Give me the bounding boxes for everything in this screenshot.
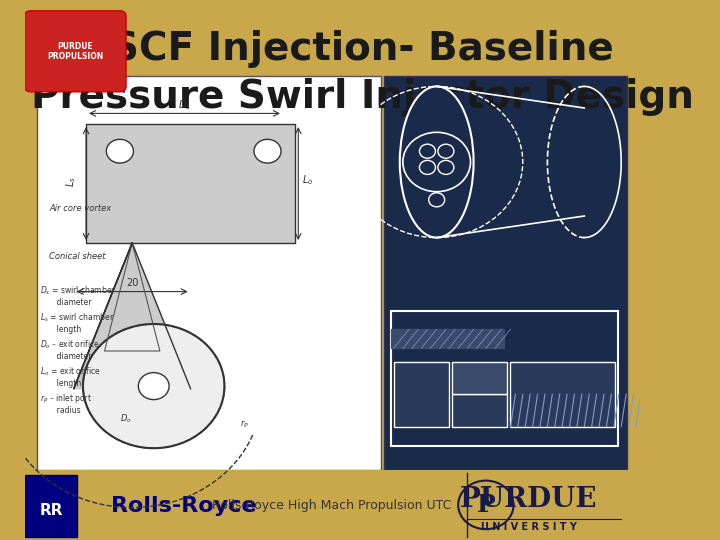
FancyBboxPatch shape bbox=[510, 362, 615, 427]
Text: $D_s$: $D_s$ bbox=[178, 98, 191, 112]
FancyBboxPatch shape bbox=[37, 76, 382, 470]
Circle shape bbox=[138, 373, 169, 400]
Circle shape bbox=[107, 139, 133, 163]
Polygon shape bbox=[390, 329, 504, 348]
Text: $r_P$: $r_P$ bbox=[240, 418, 249, 430]
Circle shape bbox=[420, 160, 436, 174]
Circle shape bbox=[420, 144, 436, 158]
Text: U N I V E R S I T Y: U N I V E R S I T Y bbox=[481, 522, 577, 531]
Text: SCF Injection- Baseline: SCF Injection- Baseline bbox=[112, 30, 614, 68]
FancyBboxPatch shape bbox=[452, 394, 508, 427]
FancyBboxPatch shape bbox=[390, 310, 618, 446]
Text: Pressure Swirl Injector Design: Pressure Swirl Injector Design bbox=[32, 78, 694, 116]
Text: 20: 20 bbox=[126, 278, 138, 288]
Text: RR: RR bbox=[39, 503, 63, 518]
Text: $L_s$ = swirl chamber
       length: $L_s$ = swirl chamber length bbox=[40, 311, 114, 334]
Circle shape bbox=[83, 324, 225, 448]
Circle shape bbox=[254, 139, 281, 163]
FancyBboxPatch shape bbox=[452, 362, 508, 394]
Text: $L_o$ = exit orifice
       length: $L_o$ = exit orifice length bbox=[40, 365, 101, 388]
FancyBboxPatch shape bbox=[24, 11, 126, 92]
Circle shape bbox=[438, 160, 454, 174]
Text: $r_P$ – inlet port
       radius: $r_P$ – inlet port radius bbox=[40, 392, 92, 415]
Text: PURDUE: PURDUE bbox=[460, 486, 598, 513]
Text: $D_o$ – exit orifice
       diameter: $D_o$ – exit orifice diameter bbox=[40, 338, 100, 361]
FancyBboxPatch shape bbox=[24, 475, 77, 537]
FancyBboxPatch shape bbox=[24, 470, 639, 540]
FancyBboxPatch shape bbox=[394, 362, 449, 427]
Text: $D_s$ = swirl chamber
       diameter: $D_s$ = swirl chamber diameter bbox=[40, 284, 116, 307]
Text: Conical sheet: Conical sheet bbox=[49, 252, 106, 261]
Text: P: P bbox=[477, 493, 495, 517]
Circle shape bbox=[438, 144, 454, 158]
Text: $L_s$: $L_s$ bbox=[64, 177, 78, 187]
Polygon shape bbox=[73, 243, 191, 389]
FancyBboxPatch shape bbox=[86, 124, 295, 243]
Circle shape bbox=[428, 193, 445, 207]
Text: $D_o$: $D_o$ bbox=[120, 412, 132, 424]
Text: PURDUE
PROPULSION: PURDUE PROPULSION bbox=[47, 42, 103, 61]
Text: $L_o$: $L_o$ bbox=[302, 173, 313, 187]
Text: Air core vortex: Air core vortex bbox=[49, 204, 112, 213]
Ellipse shape bbox=[400, 86, 474, 238]
FancyBboxPatch shape bbox=[384, 76, 627, 470]
Text: Rolls-Royce High Mach Propulsion UTC: Rolls-Royce High Mach Propulsion UTC bbox=[212, 500, 451, 512]
Text: Rolls-Royce: Rolls-Royce bbox=[111, 496, 256, 516]
